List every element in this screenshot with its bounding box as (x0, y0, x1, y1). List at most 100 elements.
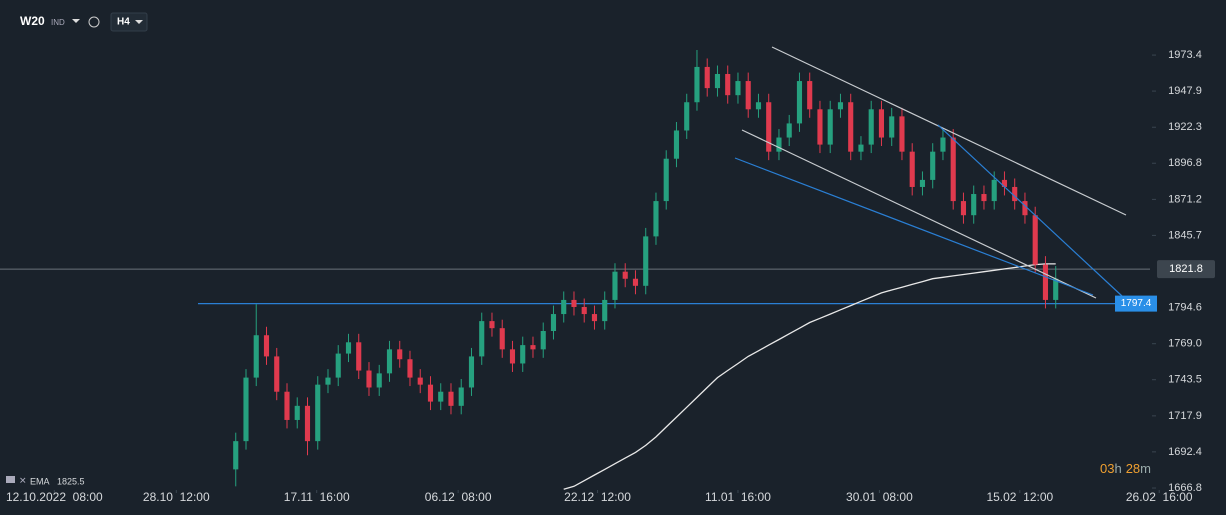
y-tick-label: 1896.8 (1168, 157, 1202, 169)
y-tick-label: 1692.4 (1168, 446, 1202, 458)
candle-body (571, 299, 577, 307)
candle-body (407, 359, 413, 378)
candle-body (632, 278, 639, 286)
candle-body (530, 345, 536, 350)
candle-body (1053, 278, 1059, 300)
candle-body (837, 102, 844, 110)
timeframe-box[interactable] (110, 12, 148, 32)
timer-part: h (1114, 461, 1121, 476)
x-tick-label: 28.10 12:00 (143, 490, 210, 504)
candle-body (315, 384, 321, 442)
legend-icon[interactable] (6, 476, 15, 483)
candle-body (930, 151, 936, 180)
last-price-label: 1821.8 (1169, 263, 1203, 275)
timer-part: m (1140, 461, 1151, 476)
candle-body (827, 109, 833, 145)
candle-body (386, 349, 393, 374)
legend-close[interactable]: ✕ (19, 475, 27, 485)
candle-body (448, 391, 454, 406)
trend-line (734, 157, 1094, 296)
candle-body (919, 179, 926, 187)
candle-body (848, 102, 854, 152)
info-icon[interactable] (88, 16, 100, 28)
x-tick-label: 15.02 12:00 (986, 490, 1053, 504)
candle-body (253, 335, 259, 378)
ema-value: 1825.5 (57, 476, 85, 486)
candle-body (1012, 186, 1018, 202)
candle-body (960, 201, 967, 216)
y-tick-label: 1769.0 (1168, 338, 1202, 350)
x-tick-label: 26.02 16:00 (1126, 490, 1193, 504)
candle-body (766, 102, 772, 152)
candle-body (274, 356, 280, 392)
candle-body (540, 330, 546, 350)
candle-body (1022, 201, 1028, 216)
x-tick-label: 06.12 08:00 (425, 490, 492, 504)
candle-body (489, 321, 495, 329)
trend-line (937, 124, 1123, 297)
timeframe[interactable]: H4 (117, 17, 130, 28)
candle-body (643, 236, 649, 286)
candle-body (345, 342, 352, 354)
last-price-box (1157, 260, 1215, 279)
level-box (1115, 295, 1157, 312)
candle-body (817, 109, 823, 145)
x-tick-label: 22.12 12:00 (564, 490, 631, 504)
y-tick-label: 1666.8 (1168, 482, 1202, 494)
x-tick-label: 11.01 16:00 (705, 490, 771, 504)
timer-part: 28 (1126, 461, 1140, 476)
candle-body (458, 387, 464, 406)
candle-body (325, 377, 331, 385)
trend-lines (734, 46, 1127, 299)
candle-body (622, 271, 628, 279)
y-tick-label: 1794.6 (1168, 301, 1202, 313)
candle-body (243, 377, 249, 442)
candle-body (714, 73, 721, 89)
candle-body (858, 144, 864, 152)
y-tick-label: 1845.7 (1168, 229, 1202, 241)
candle-body (263, 335, 270, 357)
candle-body (745, 81, 751, 110)
candle-body (438, 391, 444, 402)
candle-body (561, 299, 567, 315)
candle-body (991, 179, 997, 202)
candle-body (786, 123, 792, 138)
candle-body (468, 356, 475, 388)
symbol[interactable]: W20 (20, 14, 45, 28)
candle-body (971, 194, 977, 216)
y-tick-label: 1871.2 (1168, 193, 1202, 205)
x-tick-label: 30.01 08:00 (846, 490, 913, 504)
candle-body (427, 384, 434, 402)
candle-body (878, 109, 885, 138)
candle-body (796, 81, 803, 124)
x-tick-label: 17.11 16:00 (284, 490, 350, 504)
y-tick-label: 1717.9 (1168, 410, 1202, 422)
candle-body (725, 73, 731, 96)
trend-line (771, 46, 1127, 216)
timer-part: 03 (1100, 461, 1114, 476)
candle-body (520, 345, 526, 364)
candle-body (304, 405, 311, 442)
candle-body (397, 349, 403, 360)
timer: 03h 28m (1100, 461, 1151, 476)
candle-body (294, 405, 300, 420)
dropdown-icon[interactable] (72, 19, 80, 23)
candle-body (366, 370, 372, 388)
dropdown-icon (135, 20, 143, 24)
y-tick-label: 1973.4 (1168, 49, 1202, 61)
candle-body (581, 306, 587, 315)
candle-body (612, 271, 618, 300)
candle-body (376, 373, 382, 388)
candle-body (909, 151, 915, 187)
ema-line (563, 263, 1056, 490)
candle-body (673, 130, 680, 159)
candle-body (335, 353, 341, 378)
candle-body (417, 377, 423, 385)
candle-body (735, 81, 741, 96)
candle-body (550, 314, 557, 331)
candle-body (356, 342, 362, 371)
candle-body (233, 441, 239, 470)
y-tick-label: 1743.5 (1168, 374, 1202, 386)
